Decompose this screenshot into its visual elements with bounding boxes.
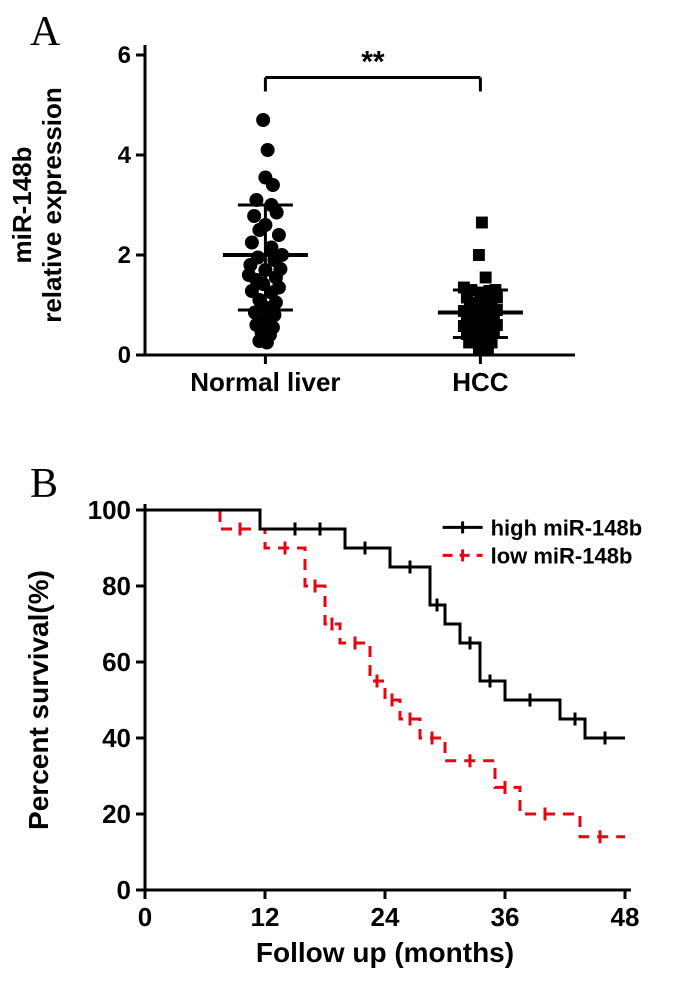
svg-text:2: 2 (118, 242, 131, 269)
svg-text:60: 60 (102, 647, 131, 677)
svg-text:6: 6 (118, 42, 131, 69)
svg-text:Normal liver: Normal liver (190, 367, 340, 397)
panel-a-chart: 0 2 4 6 miR-148brelative expression Normal li… (0, 0, 685, 450)
svg-text:0: 0 (138, 902, 152, 932)
svg-text:24: 24 (371, 902, 400, 932)
svg-text:0: 0 (117, 875, 131, 905)
svg-text:**: ** (361, 46, 385, 79)
svg-text:4: 4 (118, 142, 132, 169)
svg-text:Percent survival(%): Percent survival(%) (23, 570, 54, 830)
svg-text:low miR-148b: low miR-148b (491, 543, 633, 568)
svg-text:20: 20 (102, 799, 131, 829)
svg-text:high miR-148b: high miR-148b (491, 515, 643, 540)
svg-text:HCC: HCC (452, 367, 509, 397)
svg-text:48: 48 (611, 902, 640, 932)
svg-text:0: 0 (118, 342, 131, 369)
svg-text:36: 36 (491, 902, 520, 932)
svg-text:12: 12 (251, 902, 280, 932)
svg-text:40: 40 (102, 723, 131, 753)
panel-b-chart: 0 20 40 60 80 100 0 12 24 36 48 Follow up (months) P… (0, 460, 685, 1005)
figure-container: A 0246miR-148brelative expressionNormal … (0, 0, 685, 1005)
svg-text:80: 80 (102, 571, 131, 601)
svg-text:relative expression: relative expression (37, 87, 67, 323)
svg-text:100: 100 (88, 495, 131, 525)
svg-text:Follow up (months): Follow up (months) (256, 937, 514, 968)
svg-text:miR-148b: miR-148b (7, 146, 37, 263)
